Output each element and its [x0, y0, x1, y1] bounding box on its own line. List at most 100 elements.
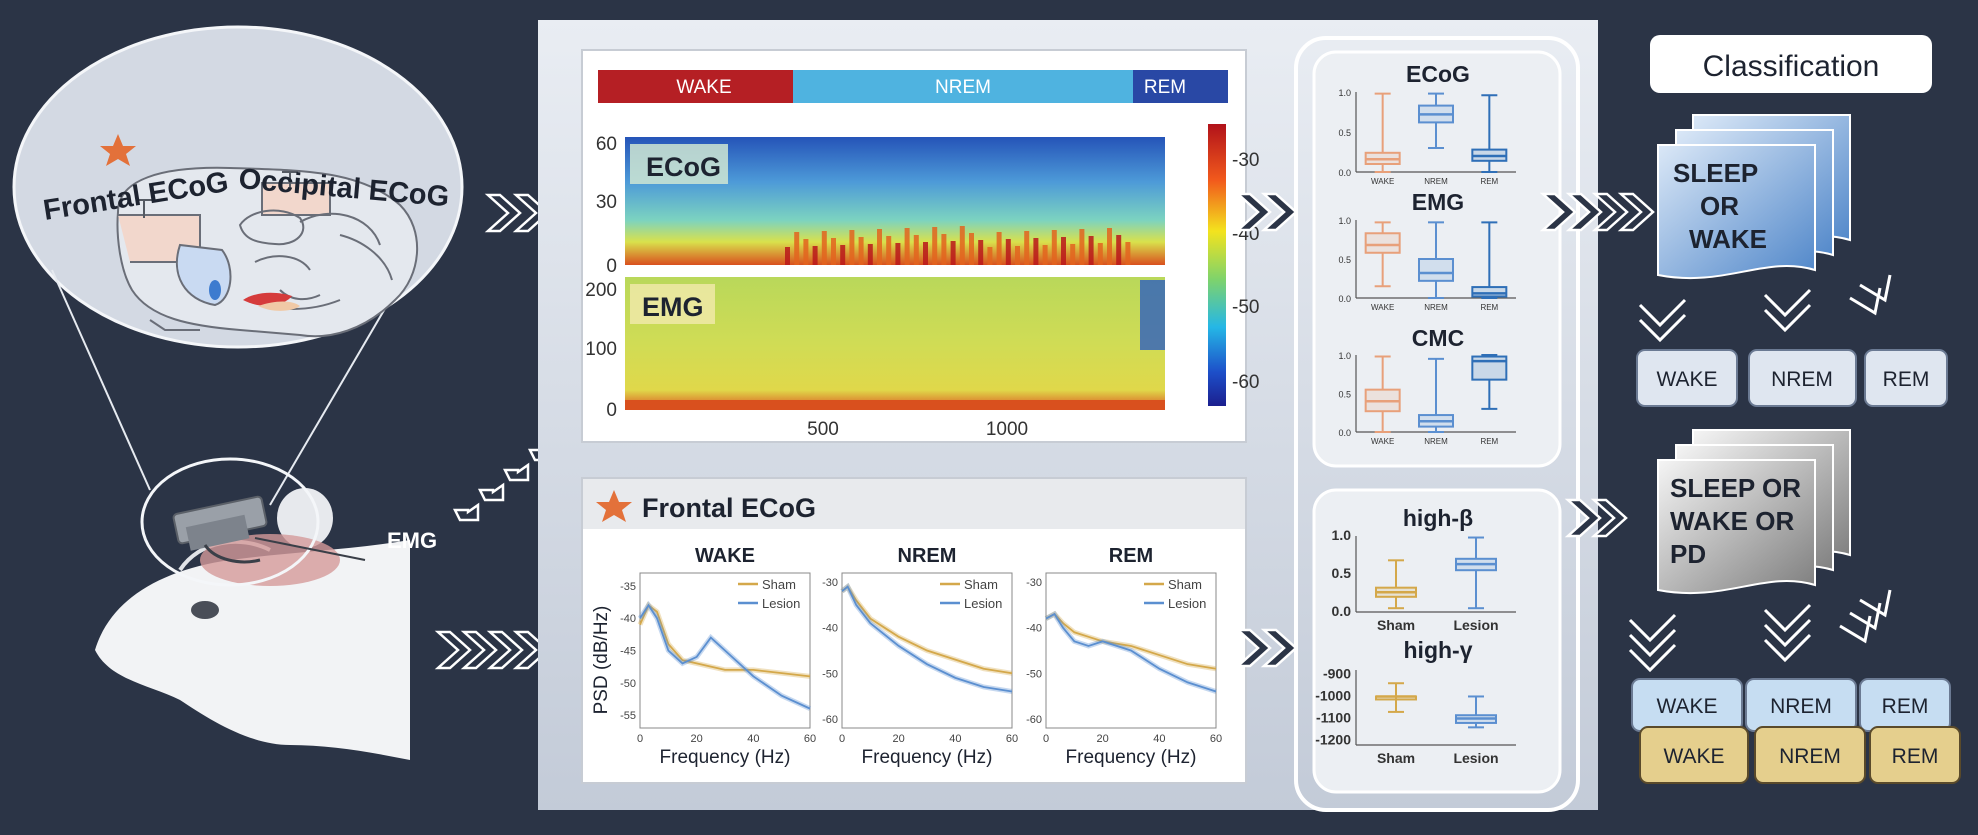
psd-legend-lesion: Lesion — [964, 596, 1002, 611]
box-category-label: REM — [1480, 177, 1498, 186]
box-category-label: WAKE — [1371, 177, 1394, 186]
boxplot-ytick: 0.0 — [1338, 294, 1351, 304]
psd-ytick: -35 — [620, 581, 636, 593]
hypno-nrem-label: NREM — [935, 77, 991, 98]
psd-ytick: -60 — [1026, 714, 1042, 726]
task2-wake-label-front: WAKE — [1663, 745, 1724, 768]
hypno-rem-label: REM — [1144, 77, 1186, 98]
task2-nrem-label-back: NREM — [1770, 695, 1832, 718]
box-category-label: NREM — [1424, 303, 1448, 312]
boxplot-ytick: -1100 — [1316, 710, 1351, 726]
psd-xtick: 0 — [1043, 733, 1049, 745]
snc-region — [258, 301, 300, 311]
psd-legend-lesion: Lesion — [1168, 596, 1206, 611]
hypno-nrem-bar — [793, 70, 1133, 103]
psd-xtick: 20 — [893, 733, 905, 745]
boxplot-ytick: 0.5 — [1338, 255, 1351, 265]
psd-line-sham — [1045, 612, 1217, 670]
task2-nrem-box-front — [1754, 726, 1866, 784]
ecog-burst — [831, 238, 836, 265]
box-category-label: REM — [1480, 437, 1498, 446]
boxplot-ytick: -1200 — [1315, 732, 1351, 748]
classification-column: Classification SLEEP OR WAKE WAKE NREM R… — [1628, 35, 1961, 784]
box-category-label: WAKE — [1371, 303, 1394, 312]
psd-ylabel: PSD (dB/Hz) — [591, 606, 612, 715]
task2-rem-label-front: REM — [1892, 745, 1939, 768]
ecog-burst — [1116, 235, 1122, 265]
boxplot-0: ECoG 1.0 0.5 0.0 WAKE NREM REM — [1338, 61, 1516, 186]
psd-line-sham — [639, 603, 811, 678]
implant-zoom-circle — [140, 457, 320, 587]
psd-ytick: -40 — [1026, 623, 1042, 635]
task2-line-3: PD — [1670, 539, 1706, 569]
ecog-burst — [1024, 231, 1030, 265]
task2-output-arrows-icon — [1628, 589, 1892, 673]
psd-xtick: 0 — [637, 733, 643, 745]
psd-ytick: -50 — [822, 668, 838, 680]
boxplot-ytick: 1.0 — [1338, 88, 1351, 98]
psd-line-lesion — [841, 585, 1013, 693]
hypno-wake-bar — [598, 70, 793, 103]
psd-legend-sham: Sham — [1168, 577, 1202, 592]
arrow-psd-to-features-icon — [1234, 628, 1298, 668]
spec-xtick-500: 500 — [807, 419, 839, 440]
psd-ytick: -60 — [822, 714, 838, 726]
psd-xtick: 60 — [1006, 733, 1018, 745]
ecog-burst — [1051, 230, 1057, 265]
ecog-burst — [1061, 237, 1066, 265]
psd-ytick: -30 — [822, 577, 838, 589]
psd-line-lesion — [639, 603, 811, 710]
task1-rem-label: REM — [1883, 368, 1930, 391]
cbar-tick-60: -60 — [1232, 372, 1259, 393]
psd-xtick: 40 — [747, 733, 759, 745]
boxplot-ytick: 0.0 — [1332, 603, 1352, 619]
feature-boxplots: ECoG 1.0 0.5 0.0 WAKE NREM REM EMG 1.0 0.5 0.0 WAKE… — [1315, 61, 1516, 766]
brain-sagittal-section — [116, 166, 419, 338]
ecog-burst — [877, 229, 882, 265]
boxplot-title: ECoG — [1406, 61, 1470, 87]
ecog-burst — [803, 239, 809, 265]
ecog-burst — [904, 228, 910, 265]
hypno-rem-bar — [1133, 70, 1228, 103]
task2-document-stack — [1657, 429, 1851, 595]
ecog-ytick-0: 0 — [606, 256, 617, 277]
emg-lowfreq-band — [625, 400, 1165, 410]
boxplot-ytick: 0.0 — [1338, 428, 1351, 438]
psd-ytick: -30 — [1026, 577, 1042, 589]
emg-ytick-100: 100 — [585, 339, 617, 360]
boxplot-ytick: 0.0 — [1338, 168, 1351, 178]
ecog-burst — [1088, 236, 1094, 265]
ecog-spectrogram-label: ECoG — [646, 152, 721, 182]
ecog-burst — [923, 242, 928, 265]
emg-spectrogram-label: EMG — [642, 292, 704, 322]
psd-ytick: -50 — [620, 678, 636, 690]
ecog-burst — [812, 246, 818, 265]
ecog-burst — [895, 243, 901, 265]
ecog-burst — [941, 234, 947, 265]
task2-nrem-label-front: NREM — [1779, 745, 1841, 768]
box-iqr — [1418, 258, 1454, 282]
ecog-burst — [913, 235, 919, 265]
box-iqr — [1471, 286, 1508, 298]
ecog-ytick-60: 60 — [596, 134, 617, 155]
box-category-label: Sham — [1377, 750, 1415, 766]
boxplot-3: high-β 1.0 0.5 0.0 Sham Lesion — [1332, 505, 1516, 633]
task2-rem-box-front — [1869, 726, 1961, 784]
ecog-burst — [1015, 246, 1020, 265]
psd-panel: Frontal ECoG PSD (dB/Hz) WAKE -35 -40 -45 -5… — [581, 477, 1247, 784]
box-category-label: NREM — [1424, 177, 1448, 186]
task2-wake-box-front — [1639, 726, 1749, 784]
psd-plot-title: NREM — [898, 545, 957, 567]
boxplot-ytick: -1000 — [1315, 687, 1351, 703]
arrow-to-task2-icon — [1564, 498, 1628, 538]
task1-wake-box — [1636, 349, 1738, 407]
psd-xtick: 0 — [839, 733, 845, 745]
arrow-to-task1-icon — [1539, 192, 1655, 232]
rat-eye — [191, 601, 219, 619]
psd-xtick: 60 — [1210, 733, 1222, 745]
ecog-burst — [1125, 242, 1131, 265]
psd-xlabel: Frequency (Hz) — [1066, 747, 1197, 768]
pd-features-card — [1312, 488, 1562, 794]
psd-legend-lesion: Lesion — [762, 596, 800, 611]
